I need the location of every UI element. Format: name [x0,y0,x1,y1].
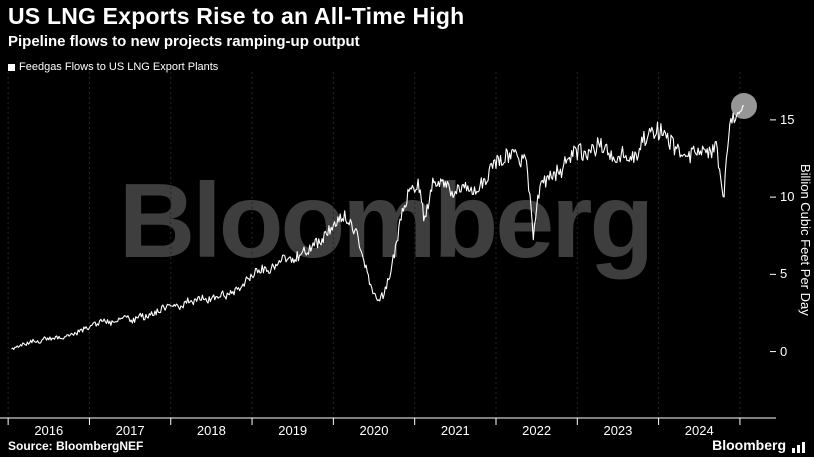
line-plot [0,72,776,425]
chart-area: Bloomberg 2016 2017 2018 2019 2020 2021 2022 20… [0,72,814,438]
legend-label: Feedgas Flows to US LNG Export Plants [19,61,219,73]
bloomberg-logo-text: Bloomberg [712,437,786,453]
chart-title: US LNG Exports Rise to an All-Time High [8,3,465,29]
y-axis-title: Billion Cubic Feet Per Day [798,163,813,316]
source-label: Source: BloombergNEF [8,439,144,453]
legend: Feedgas Flows to US LNG Export Plants [8,61,218,73]
bloomberg-terminal-icon [792,442,805,453]
bloomberg-watermark: Bloomberg [118,162,654,280]
legend-marker-icon [8,63,15,71]
chart-subtitle: Pipeline flows to new projects ramping-u… [8,33,360,50]
bloomberg-logo: Bloomberg [712,437,806,453]
